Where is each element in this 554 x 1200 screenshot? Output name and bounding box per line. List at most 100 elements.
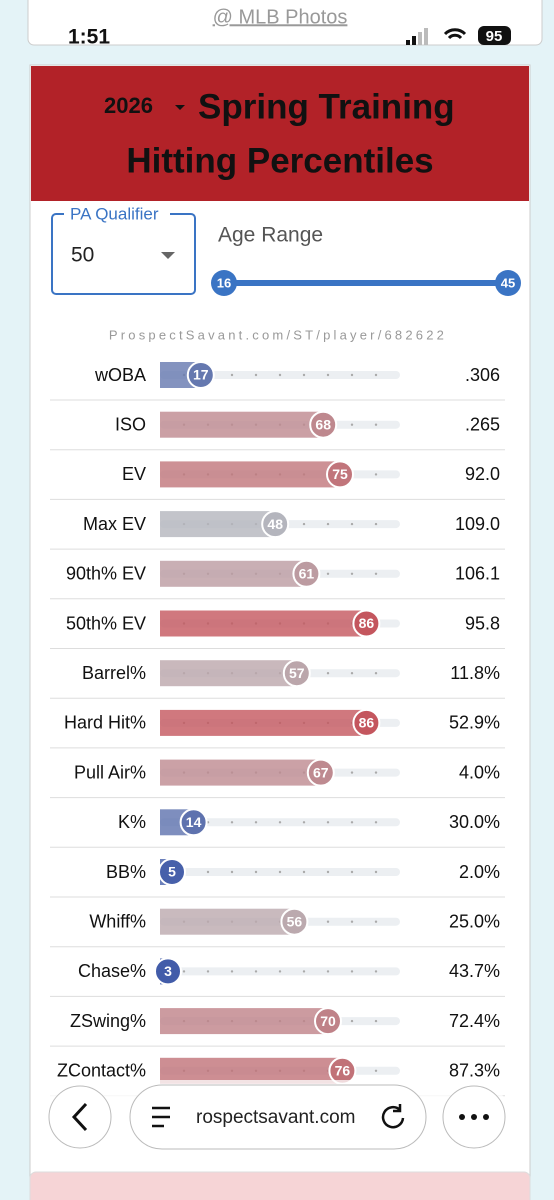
metric-label: ISO	[115, 414, 146, 434]
track-dot	[326, 920, 330, 923]
season[interactable]: 2026	[104, 93, 153, 118]
track-dot	[326, 970, 330, 973]
bar	[160, 660, 297, 687]
track-dot	[254, 821, 258, 824]
metric-label: BB%	[106, 862, 146, 882]
track-dot	[374, 1069, 378, 1073]
age-track	[224, 280, 508, 286]
age-max: 45	[501, 275, 515, 290]
percentile-dot	[314, 1007, 342, 1036]
metric-value: 43.7%	[449, 961, 500, 981]
age-min: 16	[217, 275, 231, 290]
metric-label: Pull Air%	[74, 762, 146, 782]
percentile: 76	[335, 1063, 351, 1079]
bar	[160, 461, 340, 488]
track-dot	[350, 970, 354, 973]
track-dot	[350, 821, 354, 824]
track-dot	[278, 821, 282, 824]
metric-value: 25.0%	[449, 911, 500, 931]
percentile-dot	[158, 858, 186, 886]
bar	[160, 511, 276, 538]
track-dot	[206, 870, 210, 874]
metric-label: ZContact%	[57, 1061, 146, 1081]
url-pill[interactable]	[129, 1084, 427, 1150]
percentile: 70	[320, 1013, 336, 1029]
more-icon	[459, 1114, 489, 1120]
percentile-dot	[179, 808, 208, 837]
track-dot	[278, 870, 282, 874]
metric-label: Chase%	[78, 961, 146, 981]
pa-label: PA Qualifier	[70, 204, 159, 223]
percentile-dot	[261, 510, 290, 539]
metric-label: Max EV	[83, 514, 146, 534]
pa-label-bg	[64, 204, 170, 224]
battery-level: 95	[486, 28, 503, 45]
metric-value: 52.9%	[449, 713, 500, 733]
back-icon	[71, 1102, 88, 1132]
pa-value[interactable]: 50	[71, 244, 94, 267]
rows: wOBA 17 .306 ISO 68 .265 EV 75 92.0 Max EV 48 109.0…	[50, 361, 505, 1097]
bar	[160, 709, 367, 736]
track-dot	[302, 970, 306, 973]
track-dot	[350, 373, 354, 377]
percentile-dot	[326, 460, 354, 489]
season-arrow[interactable]	[175, 105, 185, 110]
percentile: 3	[164, 963, 172, 979]
reload[interactable]	[381, 1104, 405, 1129]
track-dot	[326, 522, 330, 526]
track-dot	[230, 870, 234, 874]
track-dot	[326, 672, 330, 675]
track-dot	[374, 821, 378, 824]
age-max-thumb[interactable]	[495, 270, 521, 296]
percentile: 48	[267, 516, 283, 532]
next-card	[29, 1171, 531, 1200]
source: @ MLB Photos	[213, 6, 348, 28]
metric-label: wOBA	[94, 365, 146, 385]
time: 1:51	[68, 26, 110, 49]
back-button[interactable]	[48, 1085, 112, 1149]
track-dot	[350, 771, 354, 774]
percentile: 17	[193, 367, 209, 383]
url: rospectsavant.com	[196, 1107, 355, 1128]
metric-label: K%	[118, 812, 146, 832]
percentile: 86	[359, 715, 375, 731]
bar	[160, 1057, 343, 1084]
track-dot	[374, 373, 378, 377]
percentile-dot	[154, 957, 182, 986]
pa-arrow[interactable]	[161, 252, 175, 259]
track-dot	[302, 821, 306, 824]
track-dot	[374, 473, 378, 476]
metric-value: 87.3%	[449, 1061, 500, 1081]
reader-icon	[152, 1106, 170, 1128]
metric-value: 2.0%	[459, 862, 500, 882]
track-dot	[374, 572, 378, 575]
metric-value: 106.1	[455, 564, 500, 584]
track-dot	[302, 373, 306, 377]
track-dot	[374, 672, 378, 675]
track-dot	[182, 970, 186, 973]
percentile-dot	[309, 410, 338, 439]
bar	[160, 610, 367, 637]
metric-label: EV	[122, 464, 146, 484]
metric-label: 90th% EV	[66, 564, 146, 584]
metric-value: 92.0	[465, 464, 500, 484]
percentile: 75	[332, 466, 348, 482]
metric-label: ZSwing%	[70, 1011, 146, 1031]
signal	[406, 28, 428, 45]
age-min-thumb[interactable]	[211, 270, 237, 296]
percentile: 57	[289, 665, 305, 681]
track-dot	[206, 970, 210, 973]
player-url: ProspectSavant.com/ST/player/682622	[109, 327, 447, 342]
track-dot	[254, 970, 258, 973]
percentile-dot	[306, 758, 335, 787]
track-dot	[350, 423, 354, 426]
track-dot	[326, 373, 330, 377]
bar	[160, 411, 324, 438]
percentile-dot	[282, 659, 311, 688]
track-dot	[350, 870, 354, 874]
percentile: 67	[313, 764, 329, 780]
percentile-dot	[280, 907, 309, 936]
track-dot	[278, 373, 282, 377]
track-dot	[254, 373, 258, 377]
track-dot	[230, 821, 234, 824]
